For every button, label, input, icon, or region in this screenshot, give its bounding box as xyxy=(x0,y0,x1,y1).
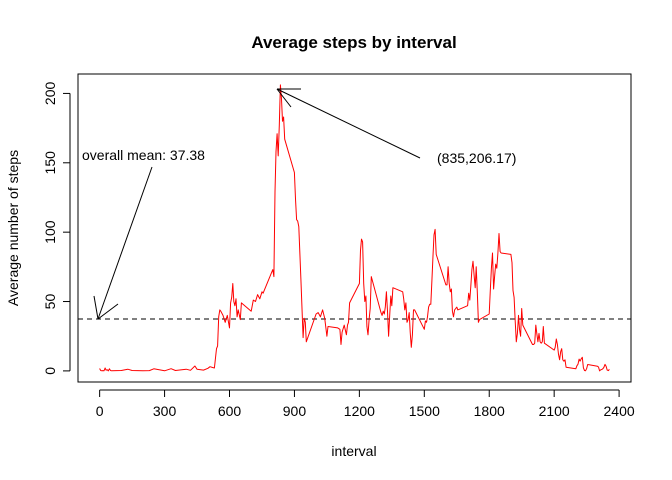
plot-box xyxy=(77,73,632,383)
peak-annotation-label: (835,206.17) xyxy=(437,150,516,166)
y-axis-label: Average number of steps xyxy=(5,150,21,306)
mean-annotation: overall mean: 37.38 xyxy=(82,147,205,320)
x-tick-label: 900 xyxy=(283,403,307,419)
x-tick-label: 600 xyxy=(218,403,242,419)
series-line xyxy=(99,84,610,372)
x-tick-label: 0 xyxy=(96,403,104,419)
x-tick-label: 2100 xyxy=(539,403,570,419)
x-tick-label: 1800 xyxy=(474,403,505,419)
x-axis-label: interval xyxy=(331,443,376,459)
x-axis: 0 300 600 900 1200 1500 1800 2100 2400 xyxy=(96,389,635,419)
mean-arrow-head-right xyxy=(97,303,119,320)
y-tick-label: 200 xyxy=(42,82,58,106)
x-tick-label: 1500 xyxy=(409,403,440,419)
x-tick-label: 1200 xyxy=(344,403,375,419)
chart-title: Average steps by interval xyxy=(251,33,456,52)
mean-arrow-shaft xyxy=(97,166,153,320)
y-axis: 0 50 100 150 200 xyxy=(42,82,71,375)
mean-arrow-head-left xyxy=(93,295,99,320)
x-tick-label: 2400 xyxy=(604,403,635,419)
peak-arrow-shaft xyxy=(276,88,421,159)
y-tick-label: 150 xyxy=(42,151,58,175)
series-group xyxy=(99,84,610,372)
peak-annotation: (835,206.17) xyxy=(276,88,516,166)
y-tick-label: 100 xyxy=(42,220,58,244)
mean-annotation-label: overall mean: 37.38 xyxy=(82,147,205,163)
y-tick-label: 50 xyxy=(42,294,58,310)
x-tick-label: 300 xyxy=(153,403,177,419)
y-tick-label: 0 xyxy=(42,367,58,375)
peak-arrow-head-bottom xyxy=(276,88,292,108)
